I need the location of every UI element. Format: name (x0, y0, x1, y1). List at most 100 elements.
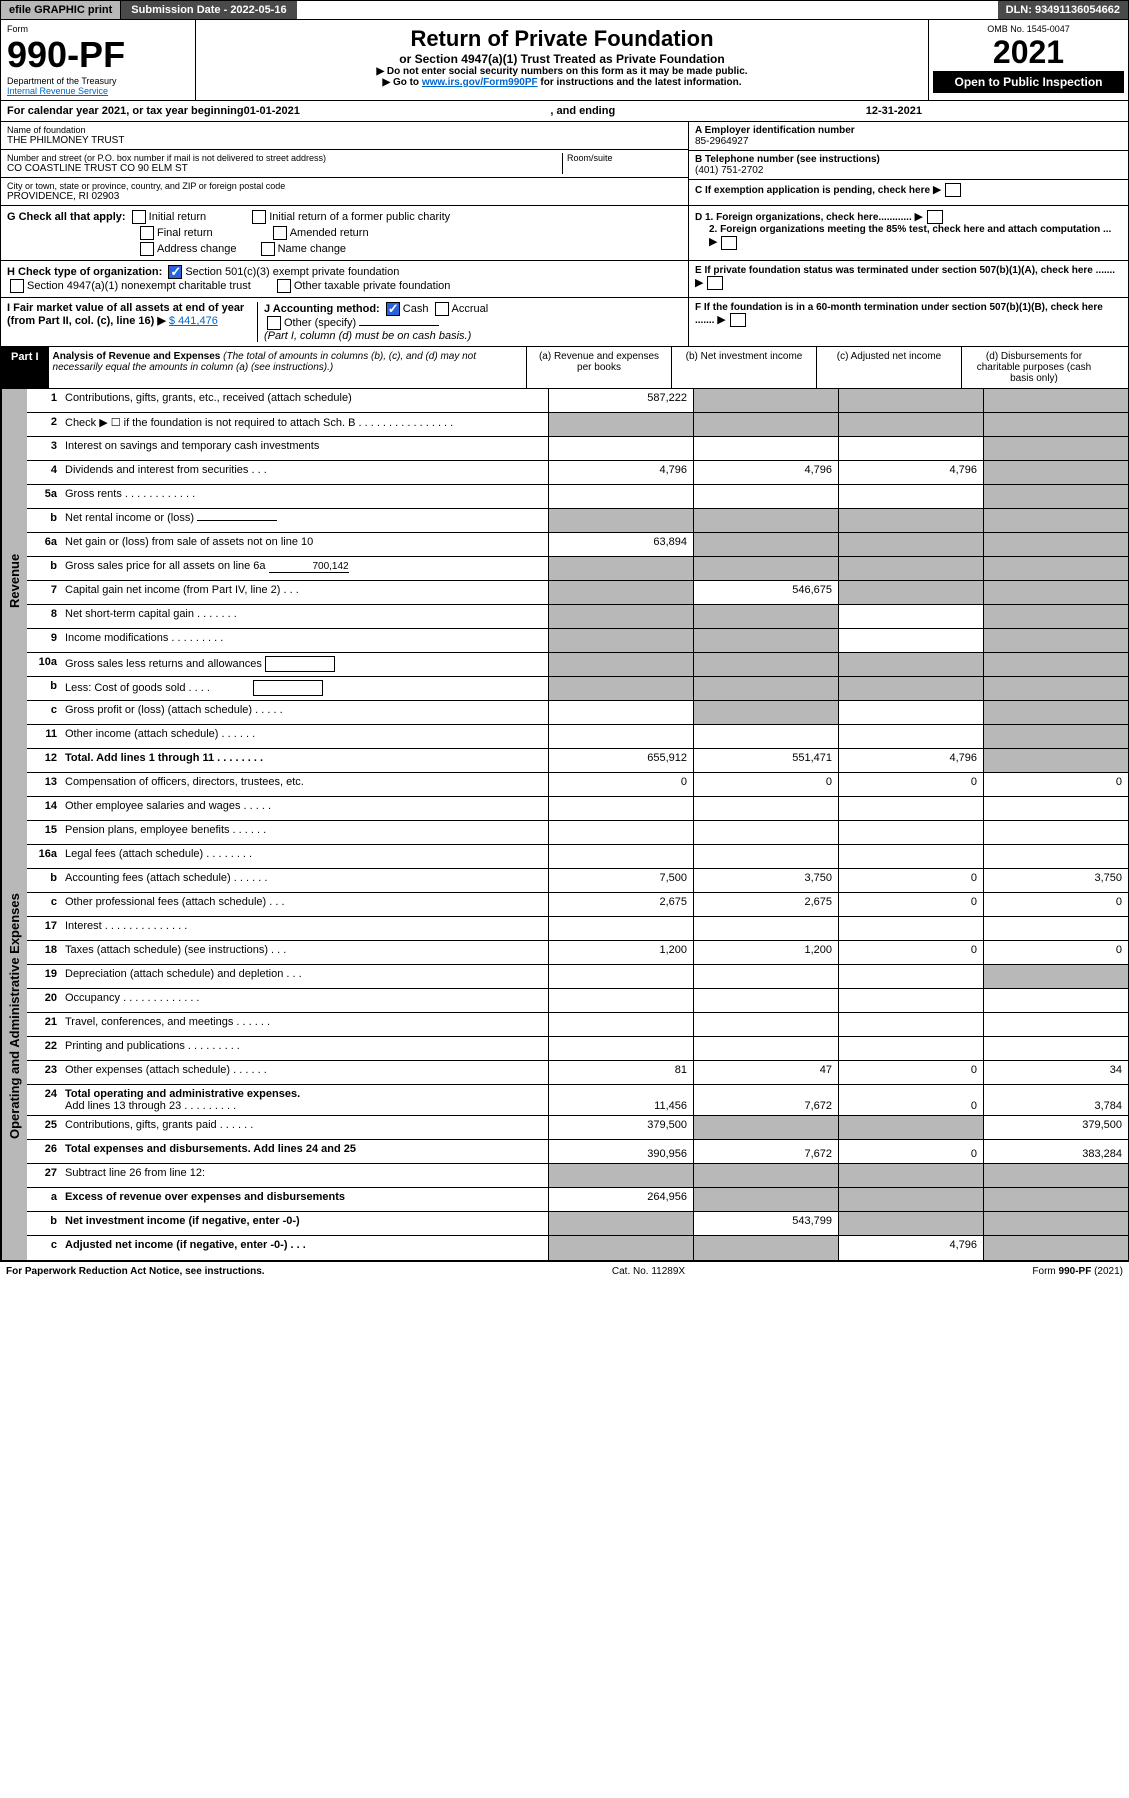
instr-2-pre: ▶ Go to (382, 77, 421, 88)
g-name: Name change (278, 243, 347, 255)
d-right: D 1. Foreign organizations, check here..… (688, 206, 1128, 260)
row-11: 11Other income (attach schedule) . . . .… (27, 725, 1128, 749)
c-checkbox[interactable] (945, 183, 961, 197)
row-16b: bAccounting fees (attach schedule) . . .… (27, 869, 1128, 893)
r15-c (838, 821, 983, 844)
r24-a: 11,456 (548, 1085, 693, 1115)
r20-d (983, 989, 1128, 1012)
accrual-checkbox[interactable] (435, 302, 449, 316)
r9-c (838, 629, 983, 652)
h-4947: Section 4947(a)(1) nonexempt charitable … (27, 280, 251, 292)
form-left-block: Form 990-PF Department of the Treasury I… (1, 20, 196, 100)
r18-desc: Taxes (attach schedule) (see instruction… (61, 941, 548, 964)
part1-header-row: Part I Analysis of Revenue and Expenses … (0, 347, 1129, 389)
initial-return-checkbox[interactable] (132, 210, 146, 224)
form-subtitle: or Section 4947(a)(1) Trust Treated as P… (202, 52, 922, 66)
d1-arrow: ▶ (915, 211, 923, 223)
r6b-c (838, 557, 983, 580)
r1-num: 1 (27, 389, 61, 412)
r24-b: 7,672 (693, 1085, 838, 1115)
r16c-b: 2,675 (693, 893, 838, 916)
r17-c (838, 917, 983, 940)
amended-return-checkbox[interactable] (273, 226, 287, 240)
r5b-c (838, 509, 983, 532)
r9-b (693, 629, 838, 652)
r14-a (548, 797, 693, 820)
d2-checkbox[interactable] (721, 236, 737, 250)
r13-desc: Compensation of officers, directors, tru… (61, 773, 548, 796)
h-check-row: H Check type of organization: Section 50… (0, 261, 1129, 298)
r5a-num: 5a (27, 485, 61, 508)
row-23: 23Other expenses (attach schedule) . . .… (27, 1061, 1128, 1085)
row-4: 4Dividends and interest from securities … (27, 461, 1128, 485)
r27c-b (693, 1236, 838, 1260)
r21-a (548, 1013, 693, 1036)
r25-desc: Contributions, gifts, grants paid . . . … (61, 1116, 548, 1139)
h-label: H Check type of organization: (7, 266, 162, 278)
r18-c: 0 (838, 941, 983, 964)
r1-b (693, 389, 838, 412)
r27-num: 27 (27, 1164, 61, 1187)
address-change-checkbox[interactable] (140, 242, 154, 256)
r22-b (693, 1037, 838, 1060)
r10c-desc: Gross profit or (loss) (attach schedule)… (61, 701, 548, 724)
r24-num: 24 (27, 1085, 61, 1115)
other-taxable-checkbox[interactable] (277, 279, 291, 293)
g-addr: Address change (157, 243, 237, 255)
r3-num: 3 (27, 437, 61, 460)
irs-link[interactable]: Internal Revenue Service (7, 86, 189, 96)
r16c-c: 0 (838, 893, 983, 916)
r16c-d: 0 (983, 893, 1128, 916)
501c3-checkbox[interactable] (168, 265, 182, 279)
cash-checkbox[interactable] (386, 302, 400, 316)
part1-title: Analysis of Revenue and Expenses (53, 351, 221, 362)
final-return-checkbox[interactable] (140, 226, 154, 240)
r6b-num: b (27, 557, 61, 580)
d2-row: 2. Foreign organizations meeting the 85%… (695, 224, 1122, 249)
h-left: H Check type of organization: Section 50… (1, 261, 688, 297)
row-27c: cAdjusted net income (if negative, enter… (27, 1236, 1128, 1260)
r17-d (983, 917, 1128, 940)
r7-c (838, 581, 983, 604)
row-5b: bNet rental income or (loss) (27, 509, 1128, 533)
r22-c (838, 1037, 983, 1060)
r8-d (983, 605, 1128, 628)
r13-b: 0 (693, 773, 838, 796)
d1-checkbox[interactable] (927, 210, 943, 224)
form-footer: Form 990-PF (2021) (1032, 1266, 1123, 1277)
j-cash: Cash (403, 303, 429, 315)
r17-b (693, 917, 838, 940)
initial-public-checkbox[interactable] (252, 210, 266, 224)
name-change-checkbox[interactable] (261, 242, 275, 256)
g-row-3: Address change Name change (7, 242, 682, 256)
j-accrual: Accrual (452, 303, 489, 315)
other-method-checkbox[interactable] (267, 316, 281, 330)
g-label: G Check all that apply: (7, 211, 126, 223)
r8-a (548, 605, 693, 628)
r23-num: 23 (27, 1061, 61, 1084)
r22-a (548, 1037, 693, 1060)
f-checkbox[interactable] (730, 313, 746, 327)
j-row-1: J Accounting method: Cash Accrual (264, 302, 682, 316)
info-left: Name of foundation THE PHILMONEY TRUST N… (1, 122, 688, 205)
r11-c (838, 725, 983, 748)
r13-a: 0 (548, 773, 693, 796)
4947-checkbox[interactable] (10, 279, 24, 293)
g-initial-pub: Initial return of a former public charit… (269, 211, 450, 223)
revenue-block: Revenue 1Contributions, gifts, grants, e… (0, 389, 1129, 773)
r19-desc: Depreciation (attach schedule) and deple… (61, 965, 548, 988)
r5b-b (693, 509, 838, 532)
room-block: Room/suite (562, 153, 682, 174)
r10a-text: Gross sales less returns and allowances (65, 658, 262, 670)
revenue-rows: 1Contributions, gifts, grants, etc., rec… (27, 389, 1128, 773)
r2-b (693, 413, 838, 436)
foundation-name: THE PHILMONEY TRUST (7, 135, 682, 146)
submission-date: Submission Date - 2022-05-16 (121, 1, 296, 19)
r3-a (548, 437, 693, 460)
j-block: J Accounting method: Cash Accrual Other … (257, 302, 682, 342)
form990pf-link[interactable]: www.irs.gov/Form990PF (422, 77, 538, 88)
e-checkbox[interactable] (707, 276, 723, 290)
efile-print-button[interactable]: efile GRAPHIC print (1, 1, 121, 19)
r4-a: 4,796 (548, 461, 693, 484)
cal-pre: For calendar year 2021, or tax year begi… (7, 105, 244, 117)
